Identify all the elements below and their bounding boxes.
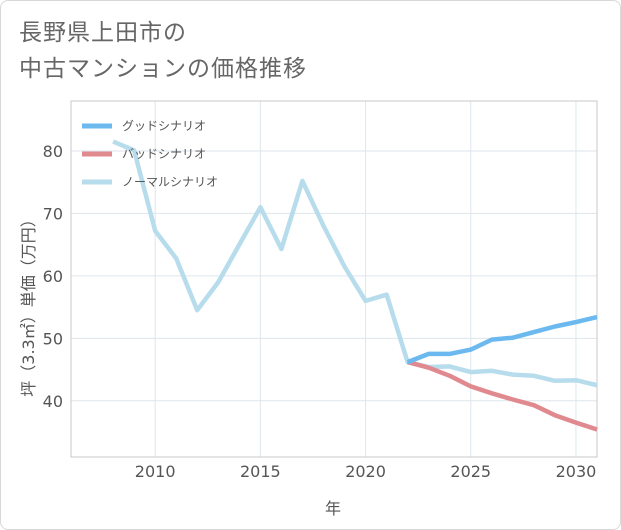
x-tick-label: 2020 bbox=[345, 462, 386, 481]
y-tick-label: 40 bbox=[43, 392, 63, 411]
y-tick-label: 80 bbox=[43, 142, 63, 161]
series-line-2 bbox=[112, 139, 598, 388]
y-tick-label: 50 bbox=[43, 329, 63, 348]
legend-label-1: バッドシナリオ bbox=[122, 147, 206, 161]
y-tick-label: 70 bbox=[43, 204, 63, 223]
x-tick-label: 2030 bbox=[556, 462, 597, 481]
chart-title-line-2: 中古マンションの価格推移 bbox=[19, 56, 307, 82]
grid-lines bbox=[71, 101, 597, 457]
legend-label-0: グッドシナリオ bbox=[122, 119, 206, 133]
series-line-0 bbox=[406, 314, 598, 365]
axis-ticks: 2010 2015 2020 2025 2030 40 50 60 70 80 bbox=[43, 142, 597, 481]
x-tick-label: 2010 bbox=[135, 462, 176, 481]
chart-title: 長野県上田市の 中古マンションの価格推移 bbox=[19, 15, 307, 87]
x-tick-label: 2025 bbox=[450, 462, 491, 481]
y-axis-title: 坪（3.3㎡）単価（万円） bbox=[19, 211, 38, 396]
series-layer bbox=[112, 139, 598, 432]
legend-label-2: ノーマルシナリオ bbox=[122, 175, 218, 189]
series-line-1 bbox=[407, 359, 598, 432]
plot-frame bbox=[70, 100, 598, 458]
x-tick-label: 2015 bbox=[240, 462, 281, 481]
x-axis-title: 年 bbox=[325, 499, 341, 518]
y-tick-label: 60 bbox=[43, 267, 63, 286]
chart-title-line-1: 長野県上田市の bbox=[19, 20, 187, 46]
